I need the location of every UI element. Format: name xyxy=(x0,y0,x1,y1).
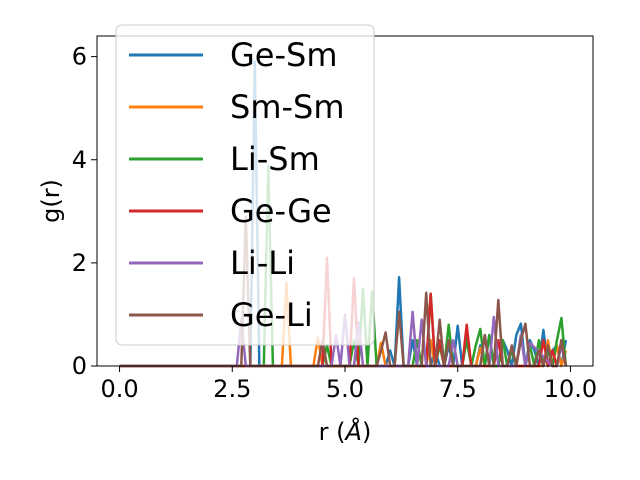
x-tick-label: 5.0 xyxy=(326,375,364,403)
y-tick-label: 4 xyxy=(72,146,87,174)
x-tick-label: 2.5 xyxy=(213,375,251,403)
y-tick-label: 2 xyxy=(72,249,87,277)
y-axis-label: g(r) xyxy=(37,179,65,223)
y-axis-ticks: 0 2 4 6 xyxy=(72,43,97,380)
y-tick-label: 0 xyxy=(72,352,87,380)
legend-label-ge-ge: Ge-Ge xyxy=(230,192,332,230)
x-tick-label: 7.5 xyxy=(439,375,477,403)
x-tick-label: 10.0 xyxy=(544,375,597,403)
legend-box xyxy=(115,24,375,346)
legend: Ge-Sm Sm-Sm Li-Sm Ge-Ge Li-Li Ge-Li xyxy=(115,24,375,346)
legend-label-li-li: Li-Li xyxy=(230,244,295,282)
x-axis-label: r (Å) xyxy=(319,417,372,446)
legend-label-sm-sm: Sm-Sm xyxy=(230,88,345,126)
legend-label-ge-li: Ge-Li xyxy=(230,296,313,334)
legend-label-ge-sm: Ge-Sm xyxy=(230,36,338,74)
x-tick-label: 0.0 xyxy=(100,375,138,403)
legend-label-li-sm: Li-Sm xyxy=(230,140,320,178)
x-axis-ticks: 0.0 2.5 5.0 7.5 10.0 xyxy=(100,366,597,403)
y-tick-label: 6 xyxy=(72,43,87,71)
